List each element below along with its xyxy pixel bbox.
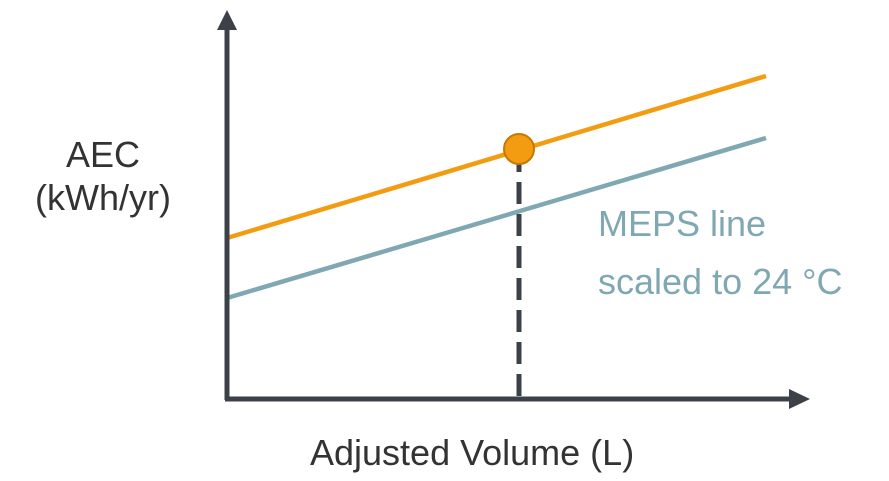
x-axis-label: Adjusted Volume (L) xyxy=(310,432,635,473)
meps-label-line2: scaled to 24 °C xyxy=(598,260,843,302)
meps-label-line1: MEPS line xyxy=(598,203,767,244)
operating-point-marker xyxy=(503,133,535,165)
meps-line-label: MEPS line scaled to 24 °C xyxy=(598,195,843,310)
y-axis-arrowhead xyxy=(217,10,237,30)
y-axis-label: AEC (kWh/yr) xyxy=(8,133,198,219)
y-axis-label-line1: AEC xyxy=(65,134,141,175)
upper-aec-line xyxy=(226,73,767,241)
y-axis-label-line2: (kWh/yr) xyxy=(35,177,171,219)
meps-line xyxy=(226,135,767,301)
x-axis-arrowhead xyxy=(789,389,810,409)
